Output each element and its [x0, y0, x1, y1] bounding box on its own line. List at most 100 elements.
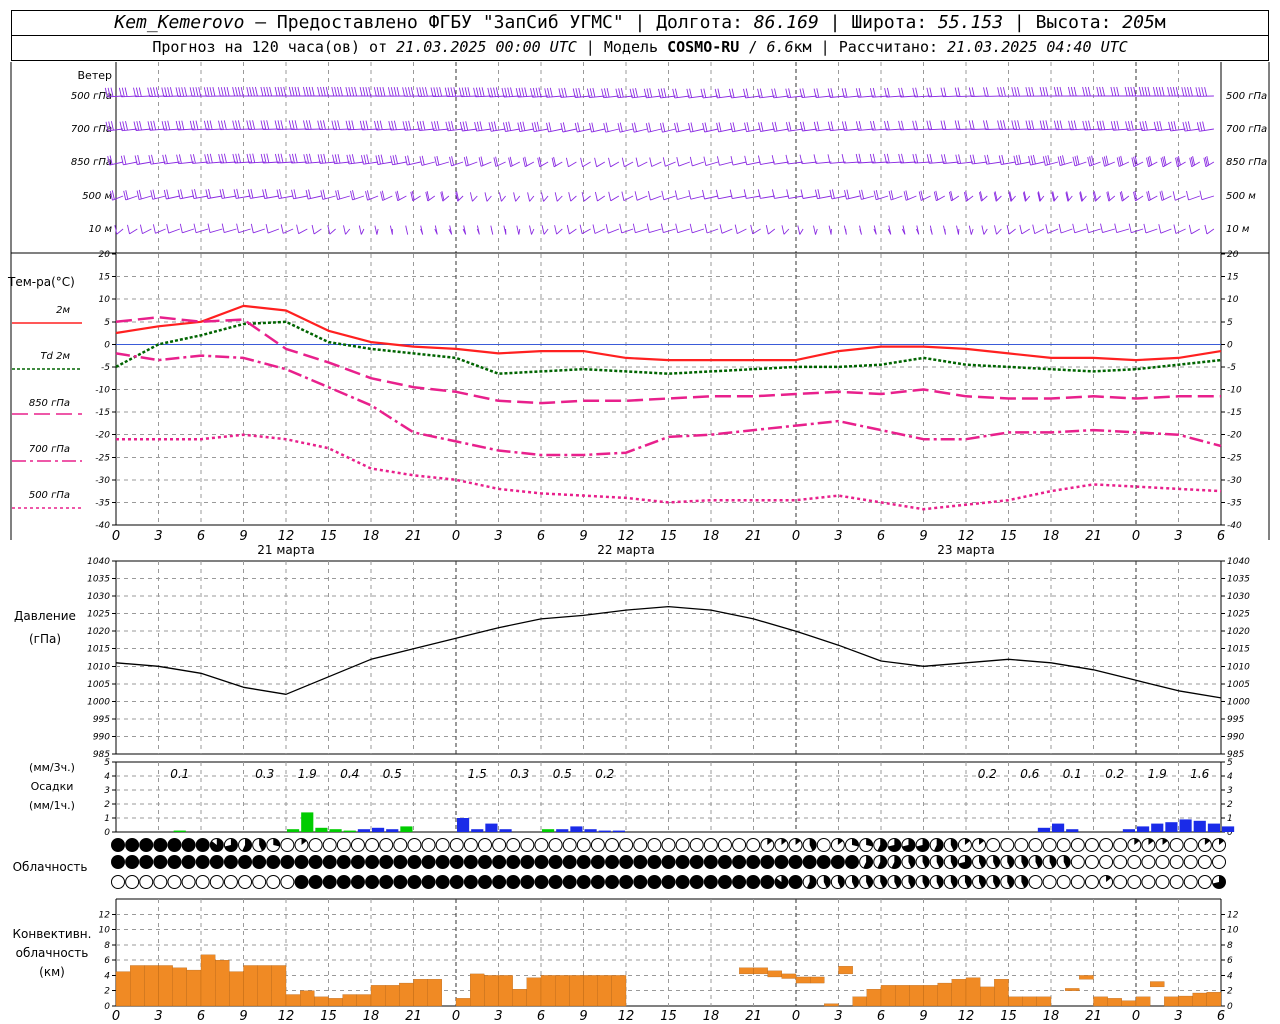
precip-bar-blue	[570, 826, 583, 832]
cloud-fill-part	[877, 855, 887, 869]
cloud-cover-symbol	[1141, 838, 1156, 852]
wind-barb	[232, 153, 251, 164]
cloud-fill-full	[619, 875, 633, 889]
x-tick-label: 15	[660, 529, 677, 544]
wind-barb	[374, 120, 393, 131]
wind-barb	[246, 153, 265, 164]
wind-barb	[1096, 86, 1115, 97]
pressure-ytick-label-right: 1015	[1227, 645, 1250, 655]
cloud-circle	[986, 838, 1001, 852]
wind-barb	[265, 224, 280, 234]
cloud-cover-symbol	[746, 855, 761, 869]
cloud-fill-full	[774, 855, 788, 869]
cloud-cover-symbol	[986, 875, 1001, 889]
cloud-cover-symbol	[746, 838, 761, 852]
cloud-fill-full	[266, 855, 280, 869]
precip-3h-value: 1.6	[1190, 767, 1209, 781]
cloud-circle	[280, 875, 295, 889]
wind-barb	[912, 153, 931, 164]
convective-x-tick-label: 12	[278, 1009, 295, 1024]
cloud-fill-part	[922, 875, 930, 888]
cloud-fill-part	[908, 875, 915, 888]
wind-barb	[127, 224, 138, 235]
wind-barb	[1102, 155, 1115, 167]
cloud-fill-part	[823, 875, 831, 888]
precip-ytick-label-left: 4	[104, 772, 110, 782]
cloud-fill-full	[563, 875, 577, 889]
x-tick-label: 3	[1174, 529, 1182, 544]
wind-barb	[1196, 121, 1214, 132]
convective-ytick-label-right: 2	[1227, 987, 1233, 997]
cloud-fill-full	[831, 855, 845, 869]
wind-barb	[232, 120, 251, 131]
cloud-fill-full	[577, 875, 591, 889]
cloud-cover-symbol	[986, 855, 1001, 869]
cloud-cover-symbol	[407, 875, 422, 889]
convective-ytick-label-left: 4	[104, 971, 110, 981]
cloud-circle	[379, 838, 394, 852]
cloud-cover-symbol	[294, 855, 309, 869]
wind-barb	[139, 224, 152, 235]
cloud-cover-symbol	[802, 838, 817, 852]
wind-barb	[765, 225, 776, 235]
cloud-cover-symbol	[887, 838, 902, 852]
cloud-fill-part	[1049, 855, 1057, 868]
precip-ytick-label-right: 1	[1227, 814, 1233, 824]
wind-barb	[1067, 86, 1087, 97]
wind-level-label-left: 700 гПа	[71, 124, 112, 135]
temperature-ytick-label-right: -20	[1227, 431, 1242, 441]
convective-bar	[271, 965, 287, 1007]
wind-barb	[327, 225, 336, 235]
wind-barb	[345, 120, 364, 131]
cloud-cover-symbol	[859, 875, 874, 889]
cloud-cover-symbol	[972, 855, 987, 869]
wind-barb	[459, 121, 478, 132]
cloud-cover-symbol	[1000, 875, 1015, 889]
convective-bar	[739, 967, 754, 975]
cloud-cover-symbol	[1084, 855, 1099, 869]
precip-3h-value: 0.2	[595, 767, 614, 781]
cloud-cover-symbol	[223, 855, 238, 869]
cloud-cover-symbol	[590, 855, 605, 869]
wind-barb	[672, 88, 690, 99]
x-tick-label: 9	[579, 529, 587, 544]
precip-bar-blue	[457, 818, 470, 832]
cloud-fill-full	[732, 855, 746, 869]
wind-barb	[1189, 156, 1201, 168]
cloud-circle	[463, 838, 478, 852]
cloud-cover-symbol	[830, 838, 845, 852]
cloud-fill-part	[1204, 838, 1210, 845]
data-provider: Предоставлено ФГБУ "ЗапСиб УГМС"	[276, 12, 624, 33]
cloud-fill-part	[993, 855, 1000, 868]
date-label: 22 марта	[597, 543, 654, 557]
cloud-cover-symbol	[365, 875, 380, 889]
cloud-fill-part	[1063, 855, 1071, 868]
wind-barb	[926, 153, 945, 164]
wind-barb	[799, 88, 818, 99]
precip-bar-blue	[584, 829, 597, 832]
cloud-fill-part	[863, 855, 873, 869]
convective-bar	[526, 977, 542, 1007]
wind-barb	[175, 120, 194, 131]
wind-barb	[280, 224, 294, 234]
cloud-cover-symbol	[435, 855, 450, 869]
cloud-cover-symbol	[562, 838, 577, 852]
cloud-cover-symbol	[1028, 855, 1043, 869]
wind-barb	[661, 190, 676, 201]
cloud-circle	[492, 838, 507, 852]
wind-barb	[716, 156, 733, 166]
wind-barb	[147, 87, 166, 98]
wind-barb	[365, 190, 379, 201]
cloud-cover-symbol	[1014, 838, 1029, 852]
wind-barb	[425, 191, 436, 202]
cloud-cover-symbol	[153, 838, 168, 852]
cloud-fill-part	[210, 838, 224, 852]
wind-barb	[940, 87, 959, 98]
wind-barb	[997, 87, 1016, 97]
cloud-cover-symbol	[1127, 855, 1142, 869]
date-label: 21 марта	[257, 543, 314, 557]
wind-barb	[870, 120, 889, 131]
cloud-cover-symbol	[774, 875, 789, 889]
wind-barb	[632, 223, 648, 234]
wind-barb	[1133, 190, 1144, 202]
